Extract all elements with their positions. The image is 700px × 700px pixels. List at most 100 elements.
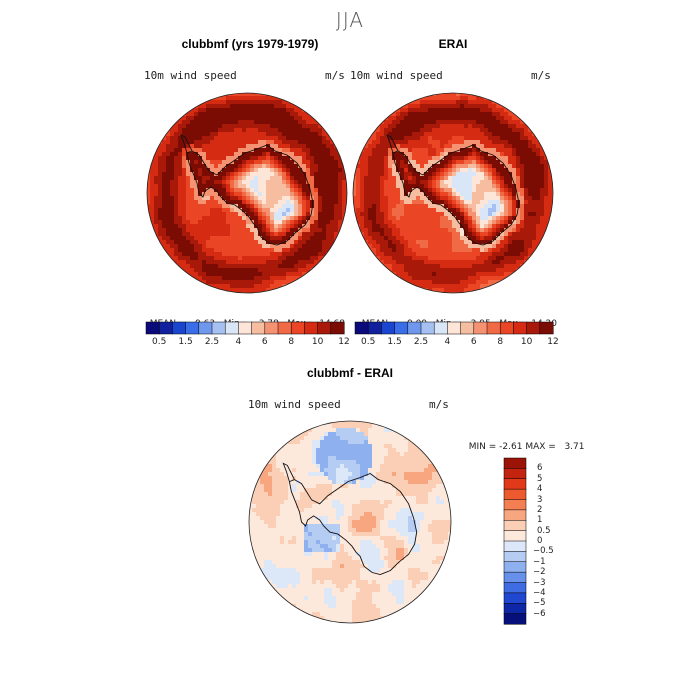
panel3-colorbar-swatch bbox=[503, 499, 527, 511]
panel2-map bbox=[352, 92, 554, 294]
panel2-title: ERAI bbox=[438, 37, 468, 51]
panel3-stats: MIN = -2.61 MAX = 3.71 bbox=[463, 432, 585, 452]
panel3-colorbar-tick-label: −5 bbox=[533, 598, 546, 609]
panel2-colorbar-swatch bbox=[526, 321, 541, 335]
panel2-colorbar-swatch bbox=[513, 321, 528, 335]
panel3-units-label: m/s bbox=[429, 398, 449, 411]
panel3-colorbar-tick-label: −4 bbox=[533, 587, 546, 598]
panel3-colorbar bbox=[503, 457, 527, 625]
panel1-colorbar-swatch bbox=[264, 321, 279, 335]
panel2-variable-label: 10m wind speed bbox=[350, 69, 443, 82]
panel3-field bbox=[249, 421, 451, 623]
panel2-colorbar-swatch bbox=[420, 321, 435, 335]
panel1-peninsula-coastline bbox=[180, 134, 193, 154]
panel2-map-border bbox=[352, 92, 554, 294]
panel1-map bbox=[146, 92, 348, 294]
panel1-colorbar-swatch bbox=[238, 321, 253, 335]
panel3-colorbar-swatch bbox=[503, 478, 527, 490]
panel2-colorbar-tick-label: 0.5 bbox=[361, 337, 376, 347]
panel3-map-border bbox=[248, 420, 452, 624]
panel3-colorbar-swatch bbox=[503, 582, 527, 594]
panel1-colorbar-swatch bbox=[330, 321, 345, 335]
panel1-colorbar-swatch bbox=[198, 321, 213, 335]
panel1-colorbar-swatch bbox=[277, 321, 292, 335]
panel2-colorbar-swatch bbox=[407, 321, 422, 335]
panel3-colorbar-swatch bbox=[503, 551, 527, 563]
panel2-colorbar bbox=[354, 321, 554, 335]
panel2-colorbar-swatch bbox=[433, 321, 448, 335]
panel2-colorbar-swatch bbox=[473, 321, 488, 335]
panel3-colorbar-swatch bbox=[503, 509, 527, 521]
panel1-colorbar-swatch bbox=[185, 321, 200, 335]
panel3-min-value: -2.61 bbox=[499, 442, 523, 452]
panel1-colorbar-swatch bbox=[304, 321, 319, 335]
panel2-colorbar-tick-label: 4 bbox=[444, 337, 451, 347]
panel3-colorbar-swatch bbox=[503, 520, 527, 532]
panel3-variable-label: 10m wind speed bbox=[248, 398, 341, 411]
panel3-map bbox=[248, 420, 452, 624]
panel2-peninsula-coastline bbox=[386, 134, 399, 154]
panel3-colorbar-swatch bbox=[503, 468, 527, 480]
panel3-colorbar-swatch bbox=[503, 603, 527, 615]
panel2-colorbar-swatch bbox=[447, 321, 462, 335]
panel2-colorbar-tick-label: 8 bbox=[497, 337, 504, 347]
panel1-coastline bbox=[186, 144, 314, 246]
panel3-colorbar-tick-label: 5 bbox=[537, 473, 543, 484]
panel2-colorbar-swatch bbox=[394, 321, 409, 335]
panel3-colorbar-swatch bbox=[503, 613, 527, 625]
panel3-colorbar-tick-label: −2 bbox=[533, 567, 546, 578]
panel3-colorbar-swatch bbox=[503, 530, 527, 542]
panel1-colorbar-tick-label: 2.5 bbox=[204, 337, 220, 347]
panel1-colorbar-swatch bbox=[224, 321, 239, 335]
panel3-colorbar-swatch bbox=[503, 571, 527, 584]
panel1-colorbar-ticks: 0.5 1.5 2.5 4 6 8 10 12 bbox=[146, 337, 350, 349]
panel3-coastline bbox=[288, 472, 418, 575]
figure-title: JJA bbox=[335, 8, 365, 32]
panel3-colorbar-tick-label: 1 bbox=[537, 515, 543, 526]
panel3-colorbar-tick-label: −0.5 bbox=[533, 546, 554, 557]
panel1-colorbar-tick-label: 8 bbox=[288, 337, 295, 347]
panel2-colorbar-swatch bbox=[381, 321, 396, 335]
panel3-peninsula-coastline bbox=[282, 462, 295, 482]
panel3-colorbar-tick-label: −6 bbox=[533, 608, 546, 619]
panel2-colorbar-tick-label: 6 bbox=[470, 337, 477, 347]
panel3-min-label: MIN = bbox=[468, 442, 497, 452]
panel3-colorbar-tick-label: 0.5 bbox=[537, 525, 551, 536]
panel1-colorbar-tick-label: 1.5 bbox=[178, 337, 193, 347]
panel2-colorbar-ticks: 0.5 1.5 2.5 4 6 8 10 12 bbox=[355, 337, 559, 349]
panel3-colorbar-tick-label: −3 bbox=[533, 577, 546, 588]
panel2-colorbar-tick-label: 12 bbox=[547, 337, 559, 347]
panel2-colorbar-swatch bbox=[367, 321, 382, 335]
panel1-map-border bbox=[146, 92, 348, 294]
panel3-colorbar-swatch bbox=[503, 561, 527, 573]
panel3-colorbar-swatch bbox=[503, 457, 527, 469]
panel3-colorbar-tick-label: 3 bbox=[537, 494, 543, 505]
panel1-field bbox=[147, 93, 347, 293]
panel3-colorbar-tick-label: 4 bbox=[537, 484, 543, 495]
panel2-colorbar-swatch bbox=[460, 321, 475, 335]
panel3-max-label: MAX = bbox=[525, 442, 556, 452]
panel1-colorbar-tick-label: 4 bbox=[235, 337, 242, 347]
panel3-colorbar-swatch bbox=[503, 592, 527, 604]
panel1-colorbar-swatch bbox=[251, 321, 266, 335]
panel2-colorbar-swatch bbox=[486, 321, 501, 335]
panel2-field bbox=[353, 93, 553, 293]
panel1-colorbar-tick-label: 12 bbox=[338, 337, 350, 347]
panel2-units-label: m/s bbox=[531, 69, 551, 82]
panel3-title: clubbmf - ERAI bbox=[307, 366, 393, 380]
panel1-colorbar-tick-label: 10 bbox=[311, 337, 324, 347]
panel2-colorbar-tick-label: 10 bbox=[520, 337, 533, 347]
panel1-colorbar bbox=[145, 321, 345, 335]
panel3-colorbar-tick-label: 2 bbox=[537, 504, 543, 515]
panel1-colorbar-swatch bbox=[172, 321, 187, 335]
panel1-variable-label: 10m wind speed bbox=[144, 69, 237, 82]
panel2-colorbar-tick-label: 1.5 bbox=[387, 337, 402, 347]
panel2-colorbar-swatch bbox=[354, 321, 369, 335]
panel3-colorbar-swatch bbox=[503, 488, 527, 501]
panel1-colorbar-tick-label: 6 bbox=[261, 337, 268, 347]
panel3-colorbar-tick-label: −1 bbox=[533, 556, 546, 567]
panel3-colorbar-ticks: 6 5 4 3 2 1 0.5 0 −0.5 −1 −2 −3 −4 −5 −6 bbox=[533, 458, 573, 624]
panel1-colorbar-swatch bbox=[290, 321, 305, 335]
panel1-title: clubbmf (yrs 1979-1979) bbox=[181, 37, 319, 51]
panel3-max-value: 3.71 bbox=[564, 442, 585, 452]
